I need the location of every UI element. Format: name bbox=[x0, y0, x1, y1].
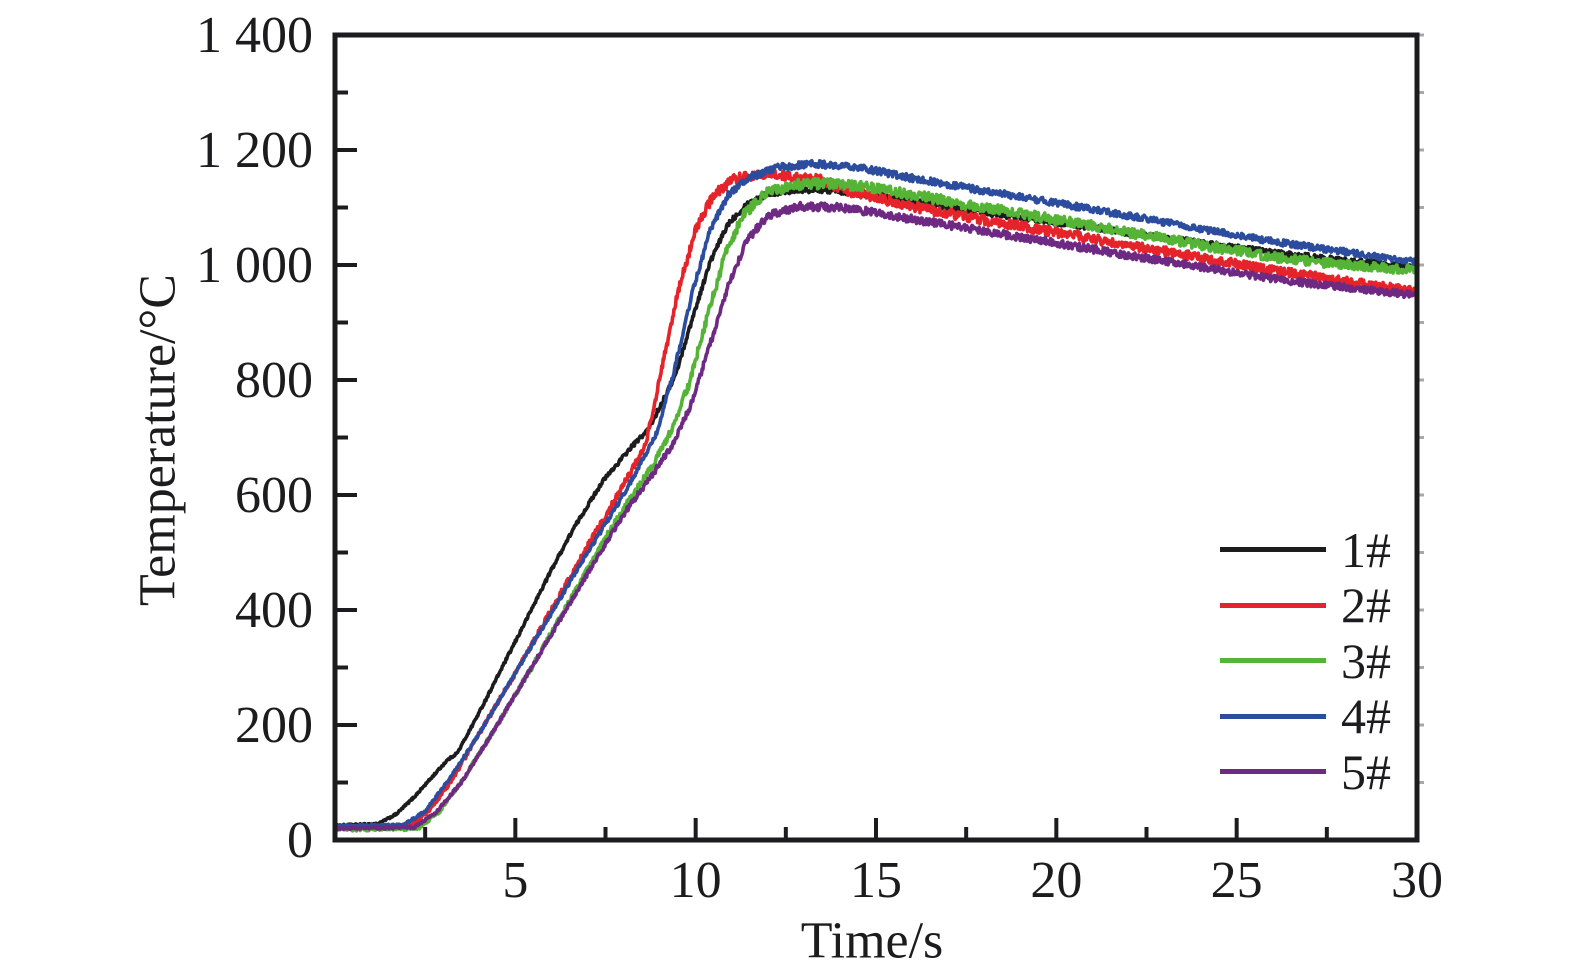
legend-item-2#: 2# bbox=[1220, 578, 1391, 634]
x-axis-title: Time/s bbox=[800, 912, 944, 970]
y-tick-label: 0 bbox=[287, 812, 313, 869]
series-lines bbox=[335, 158, 1417, 833]
legend-item-3#: 3# bbox=[1220, 633, 1391, 689]
series-line-5# bbox=[335, 200, 1417, 832]
legend-line-swatch bbox=[1220, 658, 1326, 664]
legend-item-1#: 1# bbox=[1220, 522, 1391, 578]
x-tick-labels: 5 10 15 20 25 30 bbox=[502, 852, 1443, 909]
legend-label: 3# bbox=[1341, 632, 1391, 689]
legend-line-swatch bbox=[1220, 602, 1326, 608]
x-tick-label: 25 bbox=[1211, 852, 1263, 909]
legend-label: 2# bbox=[1341, 577, 1391, 634]
y-tick-label: 200 bbox=[235, 697, 313, 754]
x-tick-label: 30 bbox=[1391, 852, 1443, 909]
legend-label: 5# bbox=[1341, 743, 1391, 800]
x-tick-label: 15 bbox=[850, 852, 902, 909]
legend-label: 4# bbox=[1341, 688, 1391, 745]
y-tick-label: 1 400 bbox=[196, 7, 313, 64]
y-tick-label: 800 bbox=[235, 352, 313, 409]
legend-item-5#: 5# bbox=[1220, 744, 1391, 800]
legend: 1# 2# 3# 4# 5# bbox=[1220, 522, 1391, 800]
legend-line-swatch bbox=[1220, 769, 1326, 775]
plot-frame bbox=[332, 32, 1420, 843]
legend-label: 1# bbox=[1341, 521, 1391, 578]
y-tick-label: 1 200 bbox=[196, 122, 313, 179]
legend-line-swatch bbox=[1220, 547, 1326, 553]
legend-item-4#: 4# bbox=[1220, 689, 1391, 745]
x-tick-label: 20 bbox=[1030, 852, 1082, 909]
x-tick-label: 5 bbox=[502, 852, 528, 909]
legend-line-swatch bbox=[1220, 713, 1326, 719]
y-tick-label: 400 bbox=[235, 582, 313, 639]
series-line-4# bbox=[335, 158, 1417, 829]
y-tick-label: 1 000 bbox=[196, 237, 313, 294]
y-tick-label: 600 bbox=[235, 467, 313, 524]
y-tick-labels: 0 200 400 600 800 1 000 1 200 1 400 bbox=[196, 7, 313, 869]
x-tick-label: 10 bbox=[670, 852, 722, 909]
y-axis-title: Temperature/°C bbox=[129, 274, 187, 606]
